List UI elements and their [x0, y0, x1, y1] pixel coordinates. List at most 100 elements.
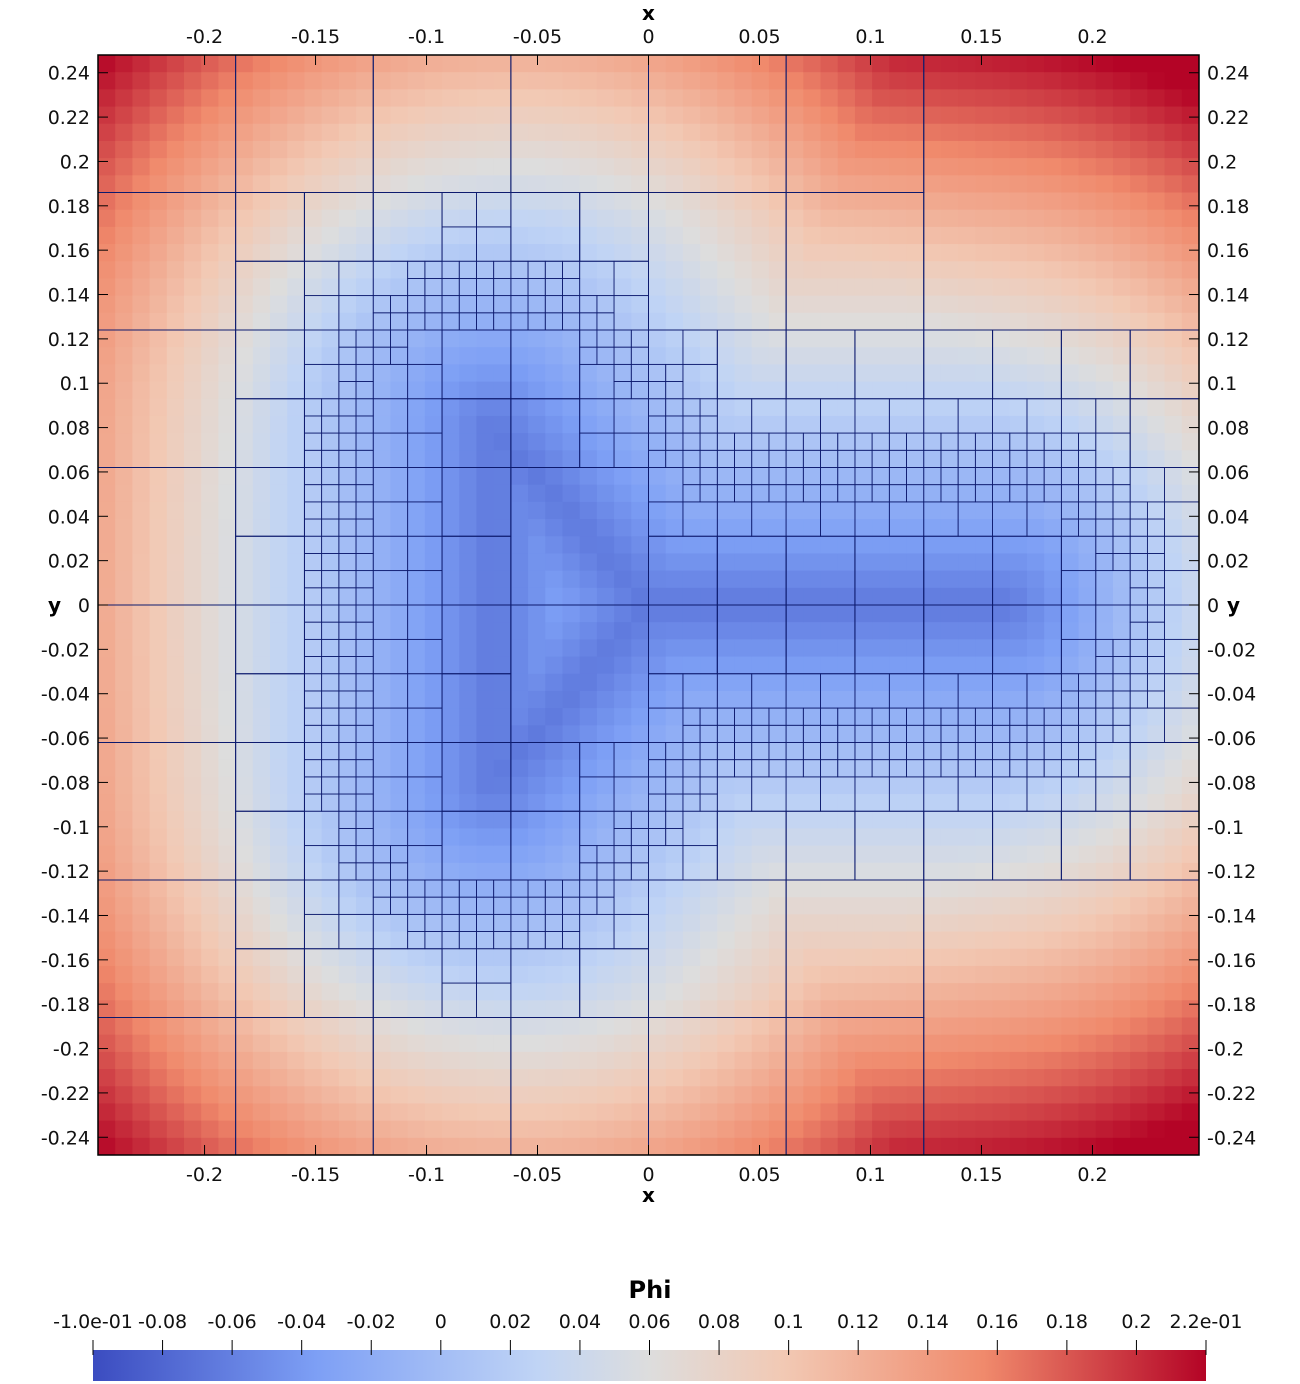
- field-cell: [579, 381, 598, 400]
- field-cell: [132, 175, 151, 194]
- field-cell: [665, 1120, 684, 1139]
- field-cell: [510, 312, 529, 331]
- field-cell: [304, 1069, 323, 1087]
- field-cell: [510, 1103, 529, 1122]
- field-cell: [648, 725, 667, 744]
- field-cell: [562, 553, 581, 572]
- field-cell: [992, 347, 1011, 365]
- field-cell: [424, 209, 443, 228]
- y-tick-label-left: 0.02: [48, 551, 90, 573]
- field-cell: [837, 347, 856, 365]
- field-cell: [1164, 828, 1183, 847]
- field-cell: [442, 484, 460, 503]
- field-cell: [321, 89, 340, 108]
- field-cell: [700, 536, 718, 555]
- field-cell: [803, 55, 822, 73]
- field-cell: [98, 1000, 116, 1019]
- field-cell: [648, 501, 667, 520]
- field-cell: [1044, 192, 1062, 211]
- field-cell: [545, 553, 564, 572]
- field-cell: [545, 330, 564, 348]
- field-cell: [115, 639, 134, 658]
- field-cell: [854, 89, 873, 108]
- field-cell: [1009, 1086, 1028, 1105]
- field-cell: [717, 450, 736, 469]
- field-cell: [614, 570, 632, 589]
- field-cell: [115, 587, 134, 606]
- field-cell: [1164, 467, 1183, 486]
- field-cell: [1044, 776, 1062, 795]
- field-cell: [442, 467, 460, 486]
- field-cell: [424, 484, 443, 503]
- field-cell: [562, 1069, 581, 1087]
- field-cell: [1061, 845, 1080, 864]
- field-cell: [338, 501, 357, 520]
- field-cell: [201, 1017, 220, 1036]
- field-cell: [184, 1120, 202, 1139]
- field-cell: [304, 55, 323, 73]
- field-cell: [1095, 192, 1114, 211]
- field-cell: [1147, 1086, 1166, 1105]
- field-cell: [889, 192, 908, 211]
- field-cell: [562, 244, 581, 262]
- field-cell: [992, 450, 1011, 469]
- field-cell: [837, 605, 856, 623]
- field-cell: [889, 467, 908, 486]
- field-cell: [837, 55, 856, 73]
- field-cell: [1130, 639, 1148, 658]
- field-cell: [390, 467, 409, 486]
- field-cell: [872, 261, 890, 280]
- field-cell: [631, 72, 650, 90]
- field-cell: [579, 226, 598, 245]
- field-cell: [803, 622, 822, 640]
- field-cell: [854, 1017, 873, 1036]
- field-cell: [872, 656, 890, 675]
- field-cell: [803, 192, 822, 211]
- field-cell: [442, 828, 460, 847]
- field-cell: [1095, 1069, 1114, 1087]
- field-cell: [992, 175, 1011, 194]
- field-cell: [854, 983, 873, 1001]
- field-cell: [682, 914, 701, 933]
- field-cell: [1044, 1086, 1062, 1105]
- field-cell: [459, 536, 478, 555]
- field-cell: [304, 776, 323, 795]
- field-cell: [132, 1069, 151, 1087]
- field-cell: [786, 759, 804, 778]
- field-cell: [682, 467, 701, 486]
- field-cell: [1078, 690, 1097, 709]
- field-cell: [545, 656, 564, 675]
- field-cell: [1044, 622, 1062, 640]
- field-cell: [1061, 725, 1080, 744]
- y-tick-label-right: 0.04: [1207, 506, 1249, 528]
- field-cell: [648, 209, 667, 228]
- field-cell: [854, 106, 873, 125]
- field-cell: [338, 158, 357, 176]
- field-cell: [940, 467, 959, 486]
- field-cell: [493, 1103, 512, 1122]
- field-cell: [992, 1017, 1011, 1036]
- field-cell: [373, 501, 392, 520]
- field-cell: [579, 690, 598, 709]
- field-cell: [166, 708, 185, 726]
- field-cell: [717, 639, 736, 658]
- field-cell: [837, 1000, 856, 1019]
- field-cell: [1147, 209, 1166, 228]
- field-cell: [975, 398, 994, 417]
- field-cell: [528, 72, 546, 90]
- field-cell: [424, 965, 443, 984]
- field-cell: [287, 209, 306, 228]
- field-cell: [889, 656, 908, 675]
- field-cell: [1078, 553, 1097, 572]
- field-cell: [545, 158, 564, 176]
- field-cell: [803, 158, 822, 176]
- field-cell: [786, 501, 804, 520]
- field-cell: [768, 759, 787, 778]
- field-cell: [734, 467, 753, 486]
- field-cell: [459, 742, 478, 761]
- field-cell: [442, 519, 460, 537]
- field-cell: [1112, 536, 1131, 555]
- field-cell: [321, 226, 340, 245]
- field-cell: [493, 55, 512, 73]
- field-cell: [201, 914, 220, 933]
